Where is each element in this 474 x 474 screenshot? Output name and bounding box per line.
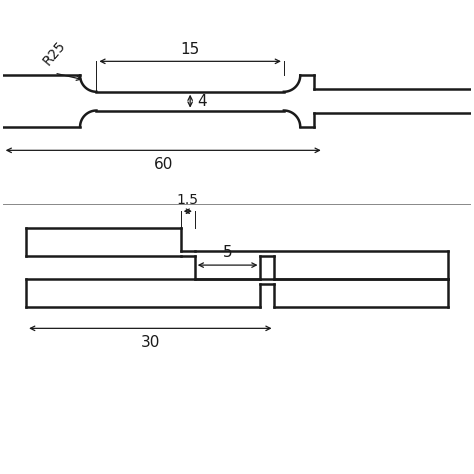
Text: 5: 5 [223, 246, 232, 260]
Text: 1.5: 1.5 [177, 192, 199, 207]
Text: 4: 4 [197, 94, 207, 109]
Text: 30: 30 [141, 336, 160, 350]
Text: 60: 60 [154, 157, 173, 173]
Text: R25: R25 [40, 38, 68, 68]
Text: 15: 15 [181, 42, 200, 57]
